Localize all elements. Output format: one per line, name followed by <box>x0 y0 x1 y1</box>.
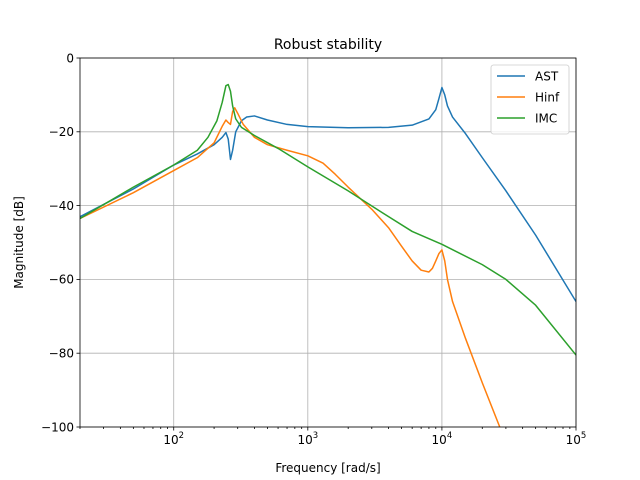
chart-title: Robust stability <box>274 37 382 53</box>
y-axis-label: Magnitude [dB] <box>12 196 26 289</box>
x-tick-label: 102 <box>163 431 184 447</box>
series-line-ast <box>80 86 576 302</box>
x-tick-label: 105 <box>566 431 587 447</box>
x-tick-label: 104 <box>432 431 453 447</box>
legend: AST Hinf IMC <box>490 64 570 135</box>
legend-label-hinf: Hinf <box>535 90 560 104</box>
series-line-imc <box>80 83 576 356</box>
y-tick-label: −60 <box>49 273 74 287</box>
y-tick-label: −100 <box>41 420 74 434</box>
plot-frame <box>79 57 577 428</box>
y-tick-label: −80 <box>49 347 74 361</box>
series-layer <box>80 83 576 427</box>
series-line-hinf <box>80 107 501 427</box>
x-axis-label: Frequency [rad/s] <box>275 461 380 475</box>
y-tick-label: −40 <box>49 199 74 213</box>
legend-label-imc: IMC <box>535 111 557 125</box>
y-tick-label: −20 <box>49 125 74 139</box>
ticks: 102 103 104 105 0 −20 −40 −60 −80 −100 <box>41 51 586 447</box>
legend-label-ast: AST <box>535 69 559 83</box>
y-tick-label: 0 <box>66 51 74 65</box>
legend-box <box>490 64 570 135</box>
x-tick-label: 103 <box>297 431 318 447</box>
